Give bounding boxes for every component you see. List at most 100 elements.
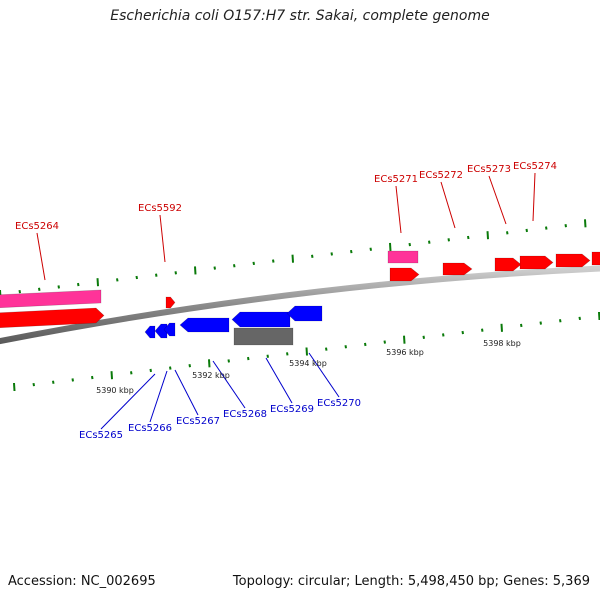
forward-tick bbox=[467, 235, 470, 240]
gene-ecs5264[interactable] bbox=[0, 307, 105, 329]
forward-tick bbox=[252, 261, 255, 266]
forward-tick bbox=[291, 254, 294, 263]
gene-label-ecs5265[interactable]: ECs5265 bbox=[79, 430, 123, 441]
gene-ecs5265[interactable] bbox=[144, 325, 156, 339]
leader-ecs5268 bbox=[212, 360, 246, 409]
map-title: Escherichia coli O157:H7 str. Sakai, com… bbox=[110, 8, 490, 24]
reverse-tick bbox=[481, 328, 484, 332]
reverse-tick bbox=[325, 347, 328, 351]
reverse-tick bbox=[110, 371, 113, 380]
forward-tick bbox=[194, 266, 197, 275]
forward-tick bbox=[135, 275, 138, 280]
forward-tick bbox=[564, 224, 567, 228]
gene-label-ecs5272[interactable]: ECs5272 bbox=[419, 170, 463, 181]
gene-label-ecs5592[interactable]: ECs5592 bbox=[138, 203, 182, 214]
reverse-tick bbox=[188, 364, 191, 368]
reverse-tick bbox=[149, 368, 152, 373]
gene-ecs5266b[interactable] bbox=[163, 322, 176, 337]
forward-tick bbox=[330, 252, 333, 256]
reverse-tick bbox=[305, 347, 308, 356]
forward-tick bbox=[389, 242, 392, 251]
gene-ecs5266[interactable] bbox=[154, 323, 168, 339]
gene-ecs5269[interactable] bbox=[286, 305, 323, 322]
forward-tick bbox=[57, 285, 60, 289]
forward-tick bbox=[447, 238, 450, 242]
gene-label-ecs5264[interactable]: ECs5264 bbox=[15, 221, 59, 232]
forward-tick bbox=[350, 249, 353, 254]
gene-ecs5592[interactable] bbox=[165, 296, 176, 309]
scale-label-5398: 5398 kbp bbox=[483, 339, 521, 348]
reverse-tick bbox=[578, 316, 581, 321]
gene-ecs5273[interactable] bbox=[494, 257, 522, 272]
reverse-tick bbox=[520, 323, 523, 328]
reverse-tick bbox=[403, 335, 406, 344]
reverse-tick bbox=[598, 311, 600, 321]
reverse-tick bbox=[539, 321, 542, 325]
gene-ecs5273b[interactable] bbox=[519, 255, 554, 270]
leader-ecs5269 bbox=[265, 357, 293, 404]
gene-ecs5267[interactable] bbox=[179, 317, 230, 333]
reverse-tick bbox=[500, 323, 503, 332]
gene-ecs5271-pseudo[interactable] bbox=[387, 250, 419, 264]
scale-label-5392: 5392 kbp bbox=[192, 371, 230, 380]
reverse-tick bbox=[559, 319, 562, 323]
forward-tick bbox=[428, 240, 431, 244]
scale-label-5390: 5390 kbp bbox=[96, 386, 134, 395]
leader-ecs5264 bbox=[36, 232, 46, 281]
reverse-tick bbox=[71, 378, 74, 382]
gene-label-ecs5269[interactable]: ECs5269 bbox=[270, 404, 314, 415]
gene-ecs5264-pseudo[interactable] bbox=[0, 289, 102, 309]
forward-tick bbox=[96, 278, 99, 287]
forward-tick bbox=[77, 282, 80, 287]
reverse-tick bbox=[442, 333, 445, 337]
forward-tick bbox=[155, 273, 158, 277]
forward-tick bbox=[116, 278, 119, 282]
gene-ecs5271[interactable] bbox=[389, 267, 420, 282]
forward-tick-row bbox=[0, 219, 587, 299]
reverse-tick bbox=[422, 335, 425, 339]
gene-edge[interactable] bbox=[591, 251, 600, 266]
reverse-tick bbox=[461, 330, 464, 335]
forward-tick bbox=[311, 254, 314, 258]
reverse-tick bbox=[266, 354, 269, 358]
forward-tick bbox=[213, 266, 216, 270]
gene-features bbox=[0, 250, 600, 346]
gene-ecs5272[interactable] bbox=[442, 262, 473, 276]
gene-label-ecs5273[interactable]: ECs5273 bbox=[467, 164, 511, 175]
reverse-tick bbox=[130, 371, 133, 375]
leader-ecs5271 bbox=[395, 185, 402, 234]
leader-ecs5273 bbox=[488, 175, 507, 225]
forward-tick bbox=[486, 231, 489, 240]
gene-ecs5270[interactable] bbox=[233, 327, 294, 346]
scale-label-5396: 5396 kbp bbox=[386, 348, 424, 357]
forward-tick bbox=[545, 226, 548, 230]
leader-ecs5266 bbox=[149, 370, 168, 423]
reverse-tick bbox=[227, 359, 230, 363]
leader-ecs5592 bbox=[159, 214, 166, 263]
reverse-tick bbox=[32, 382, 35, 387]
gene-label-ecs5270[interactable]: ECs5270 bbox=[317, 398, 361, 409]
reverse-tick bbox=[364, 342, 367, 347]
leader-ecs5274 bbox=[532, 172, 536, 222]
forward-tick bbox=[525, 228, 528, 233]
gene-ecs5274[interactable] bbox=[555, 253, 591, 268]
forward-tick bbox=[369, 247, 372, 251]
reverse-tick bbox=[286, 352, 289, 356]
gene-label-ecs5271[interactable]: ECs5271 bbox=[374, 174, 418, 185]
gene-label-ecs5268[interactable]: ECs5268 bbox=[223, 409, 267, 420]
forward-tick bbox=[584, 219, 587, 228]
reverse-tick bbox=[383, 340, 386, 344]
gene-label-ecs5274[interactable]: ECs5274 bbox=[513, 161, 557, 172]
leader-ecs5270 bbox=[308, 352, 340, 398]
reverse-tick-row bbox=[13, 311, 600, 392]
reverse-tick bbox=[169, 366, 172, 370]
gene-ecs5268[interactable] bbox=[231, 311, 291, 328]
reverse-tick bbox=[344, 345, 347, 349]
forward-tick bbox=[38, 287, 41, 291]
forward-tick bbox=[272, 259, 275, 263]
leader-ecs5265 bbox=[100, 373, 156, 430]
gene-label-ecs5267[interactable]: ECs5267 bbox=[176, 416, 220, 427]
gene-label-ecs5266[interactable]: ECs5266 bbox=[128, 423, 172, 434]
accession-text: Accession: NC_002695 bbox=[8, 574, 156, 589]
